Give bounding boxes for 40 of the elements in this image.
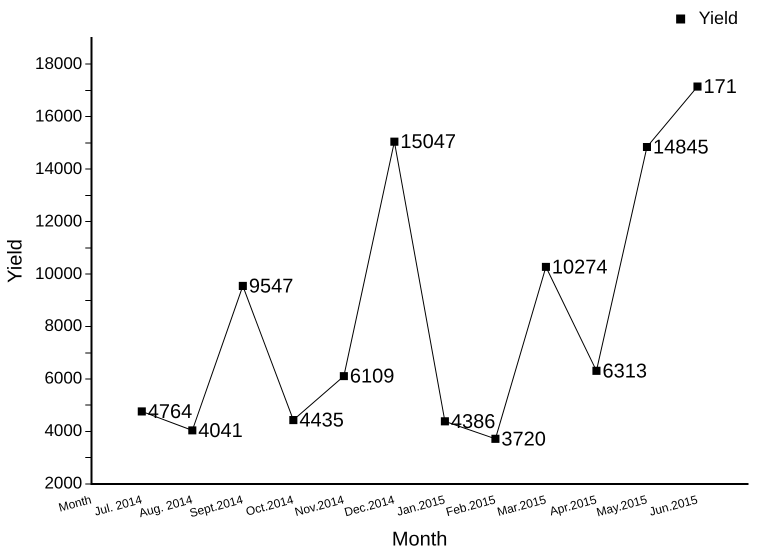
y-tick-label: 14000 [34, 158, 82, 178]
y-tick-label: 2000 [44, 474, 82, 493]
y-tick-label: 12000 [34, 211, 82, 230]
data-label: 9547 [248, 275, 294, 298]
x-tick-label: Jan.2015 [395, 492, 447, 519]
data-label: 15047 [400, 131, 456, 154]
x-tick-label: Month [57, 492, 93, 515]
point [693, 82, 702, 91]
x-tick-label: Oct.2014 [244, 492, 296, 519]
point [390, 138, 398, 146]
point [592, 366, 600, 375]
x-axis-title: Month [392, 528, 448, 551]
legend-label: Yield [698, 8, 738, 28]
data-label: 10274 [552, 256, 608, 278]
point [642, 142, 651, 152]
point [138, 407, 146, 416]
data-label: 4435 [299, 410, 344, 432]
y-axis-title: Yield [4, 239, 27, 283]
data-label: 6313 [602, 360, 647, 382]
data-label: 3720 [501, 428, 546, 450]
annotation: 171 [703, 76, 737, 98]
data-label: 14845 [652, 136, 709, 159]
y-tick-label: 10000 [34, 264, 82, 283]
x-tick-label: Jun.2015 [648, 492, 700, 519]
data-label: 6109 [350, 366, 394, 388]
y-tick-label: 18000 [34, 54, 82, 73]
point [440, 417, 449, 426]
point [289, 416, 298, 424]
y-tick-label: 4000 [44, 421, 82, 440]
y-tick-label: 6000 [44, 368, 82, 388]
data-label: 4386 [450, 410, 496, 433]
y-tick-label: 16000 [34, 106, 82, 126]
data-label: 4764 [148, 400, 192, 423]
point [340, 372, 348, 380]
point [238, 282, 247, 290]
point [542, 262, 550, 271]
point [188, 426, 196, 434]
point [491, 434, 500, 443]
y-tick-label: 8000 [44, 316, 82, 336]
data-label: 4041 [198, 420, 243, 442]
